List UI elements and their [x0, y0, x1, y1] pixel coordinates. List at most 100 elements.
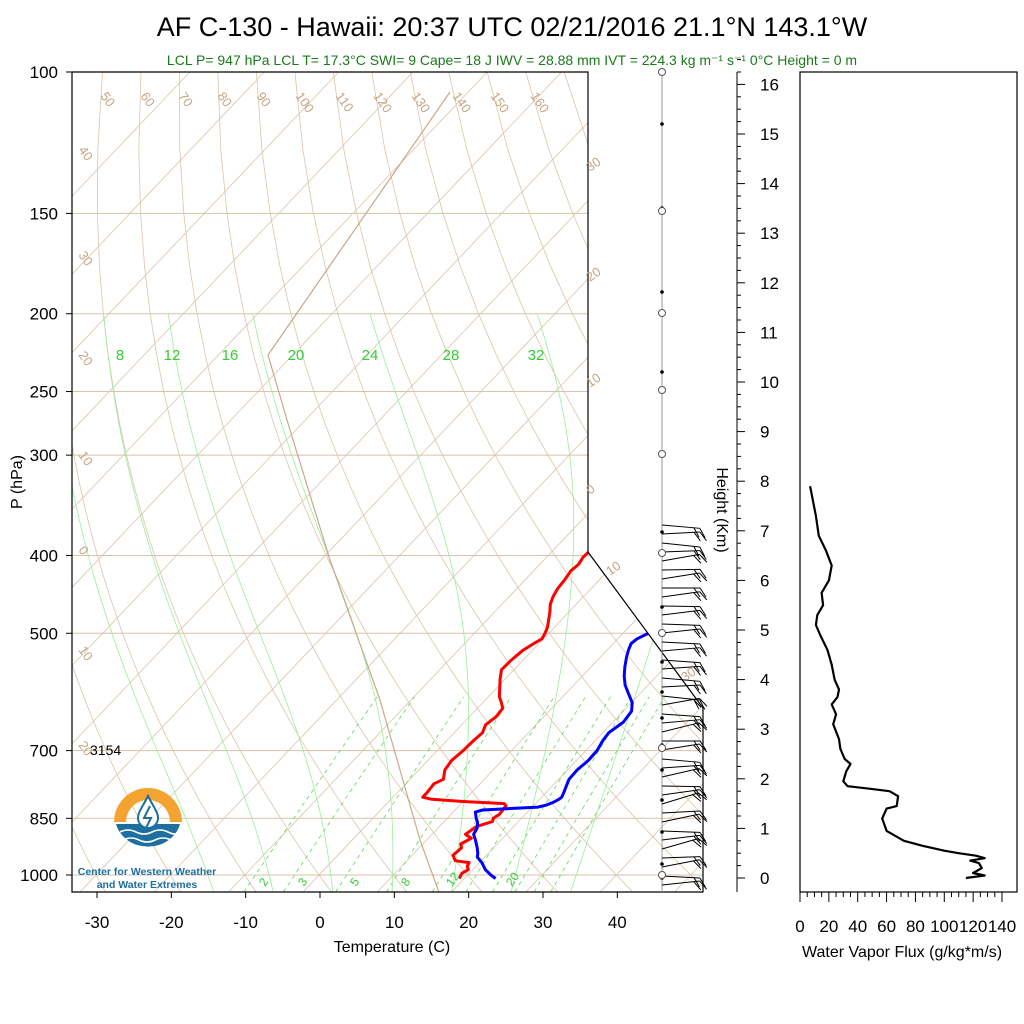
wind-barb-shaft	[661, 665, 700, 670]
height-marker-dot	[660, 768, 664, 772]
wind-barb	[661, 838, 708, 850]
wind-barb-shaft	[661, 859, 700, 868]
dry-adiabat-top-label: 80	[215, 89, 236, 109]
wind-barb	[661, 792, 708, 805]
dry-adiabat-top-label: 160	[528, 89, 553, 115]
moist-adiabat-line	[252, 313, 394, 892]
isotherm-line	[228, 72, 703, 892]
height-tick-label: 3	[760, 720, 769, 739]
wind-barb-flag	[693, 831, 701, 842]
dry-adiabat-line	[910, 72, 1024, 892]
wind-barb-flag	[699, 610, 708, 619]
mixing-ratio-line	[386, 696, 512, 892]
wind-barb-flag	[699, 591, 708, 601]
wind-barb	[661, 524, 706, 539]
dry-adiabat-top-label: 60	[138, 89, 159, 109]
wind-barb-flag	[699, 647, 708, 657]
mixing-ratio-line	[335, 696, 464, 892]
mixing-ratio-line	[283, 696, 415, 892]
wind-barb	[661, 713, 706, 727]
wind-barb-flag	[699, 681, 706, 692]
wind-barb-flag	[693, 761, 700, 772]
wind-barb-flag	[693, 860, 702, 869]
wind-barb	[661, 785, 707, 797]
wind-barb-flag	[699, 554, 708, 563]
mixing-ratio-label: 32	[528, 347, 545, 364]
wind-barb-flag	[693, 532, 701, 542]
dry-adiabat-line	[525, 72, 703, 892]
wind-barb-flag	[693, 765, 701, 775]
wind-barb-shaft	[661, 767, 700, 778]
y-tick-label: 400	[30, 546, 58, 565]
dry-adiabat-line	[138, 72, 408, 892]
wind-barb-shaft	[661, 553, 700, 562]
wind-barb-flag	[692, 839, 702, 848]
pressure-marker-circle	[658, 386, 666, 394]
moist-adiabat-line	[510, 313, 575, 892]
wind-barb-shaft	[661, 722, 699, 733]
dry-adiabat-line	[256, 72, 634, 892]
isotherm-line	[72, 72, 703, 892]
mixing-ratio-bottom-label: 12	[443, 869, 462, 888]
isotherm-line	[72, 72, 191, 892]
wind-barb-flag	[699, 835, 708, 844]
pressure-marker-circle	[658, 68, 666, 76]
mixing-ratio-label: 16	[222, 347, 239, 364]
moist-adiabat-line	[570, 313, 703, 892]
wind-barb	[661, 789, 708, 799]
height-tick-label: 13	[760, 224, 779, 243]
wind-barb	[661, 764, 707, 775]
wvf-data-line	[809, 485, 986, 880]
wind-barb-flag	[698, 768, 708, 777]
height-marker-dot	[660, 122, 664, 126]
wind-barb-flag	[693, 877, 700, 888]
wind-barb-shaft	[661, 531, 700, 535]
mixing-ratio-label: 20	[288, 347, 305, 364]
dry-adiabat-line	[178, 72, 483, 892]
wind-barb	[661, 856, 707, 866]
wind-barb-flag	[699, 877, 706, 888]
wind-barb-shaft	[661, 684, 700, 688]
height-tick-label: 8	[760, 472, 769, 491]
x-tick-label: 20	[459, 913, 478, 932]
wind-barb-flag	[693, 666, 701, 676]
wind-barb-flag	[698, 722, 708, 731]
y-tick-label: 300	[30, 446, 58, 465]
moist-adiabat-line	[72, 313, 215, 892]
mixing-ratio-label: 8	[116, 347, 124, 364]
height-marker-dot	[660, 690, 664, 694]
y-tick-label: 1000	[20, 866, 58, 885]
wind-barb-flag	[692, 769, 702, 778]
wind-barb-flag	[693, 835, 702, 845]
wind-barb	[661, 609, 708, 620]
pressure-marker-circle	[658, 629, 666, 637]
height-marker-dot	[660, 290, 664, 294]
wind-barb-flag	[693, 790, 702, 799]
wvf-x-tick-label: 140	[988, 917, 1016, 936]
wind-barb-shaft	[661, 856, 700, 859]
mixing-ratio-line	[492, 696, 611, 892]
wind-barb-shaft	[661, 810, 700, 814]
wind-barb-flag	[699, 606, 707, 617]
wind-barb-shaft	[661, 838, 699, 850]
wind-barb-flag	[699, 662, 706, 673]
wind-barb-flag	[699, 546, 706, 557]
height-marker-dot	[660, 716, 664, 720]
wind-barb-shaft	[661, 659, 700, 664]
wvf-x-tick-label: 40	[848, 917, 867, 936]
wind-barb-shaft	[661, 785, 701, 788]
y-tick-label: 500	[30, 624, 58, 643]
wind-barb-shaft	[661, 834, 700, 841]
wind-barb-shaft	[661, 764, 700, 769]
wind-barb-flag	[699, 587, 707, 598]
wind-barb	[661, 684, 707, 695]
isotherm-line	[72, 72, 562, 892]
isotherm-line	[451, 72, 703, 892]
y-tick-label: 200	[30, 305, 58, 324]
wind-barb-flag	[699, 880, 708, 890]
dry-adiabat-right-label: 10	[603, 558, 623, 579]
wind-barb-shaft	[661, 591, 700, 598]
wind-barb-flag	[693, 573, 702, 583]
wvf-series-line	[809, 485, 986, 880]
wind-barb-shaft	[661, 524, 700, 529]
